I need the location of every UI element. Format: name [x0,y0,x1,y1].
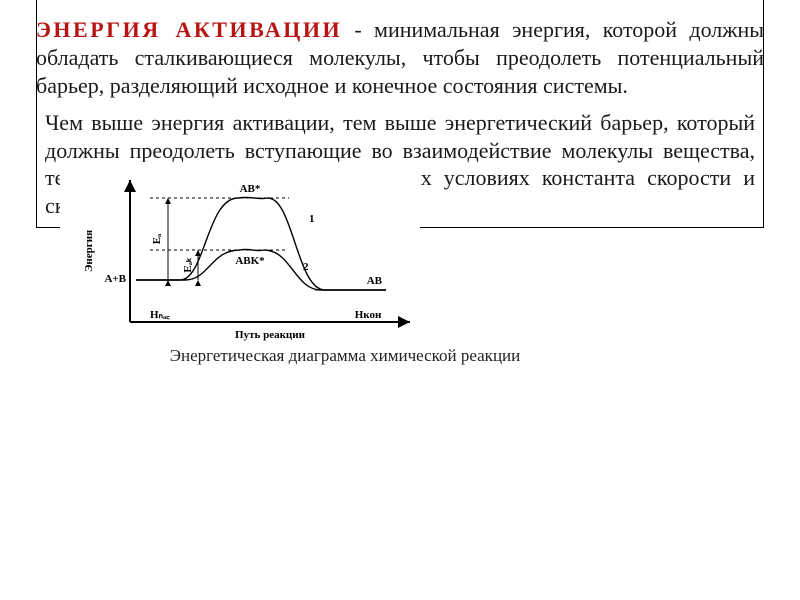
svg-text:AB: AB [367,275,383,287]
svg-text:Энергия: Энергия [83,230,95,272]
svg-text:ABK*: ABK* [235,255,265,267]
svg-text:AB*: AB* [240,183,261,195]
svg-text:Путь реакции: Путь реакции [235,329,306,341]
svg-text:Eₐₖ: Eₐₖ [182,257,194,273]
diagram-caption: Энергетическая диаграмма химической реак… [130,346,560,366]
svg-text:1: 1 [309,213,315,225]
svg-text:Нₙₐ꜀: Нₙₐ꜀ [150,309,170,321]
svg-text:2: 2 [303,261,309,273]
energy-diagram-svg: Энергия Путь реакции Eₐ Eₐₖ AB* ABK* 1 2 A+B AB Нₙ… [60,162,420,342]
svg-text:A+B: A+B [104,273,126,285]
svg-text:Eₐ: Eₐ [151,233,163,244]
energy-diagram: Энергия Путь реакции Eₐ Eₐₖ AB* ABK* 1 2 A+B AB Нₙ… [60,162,560,342]
svg-text:Нкон: Нкон [355,309,382,321]
